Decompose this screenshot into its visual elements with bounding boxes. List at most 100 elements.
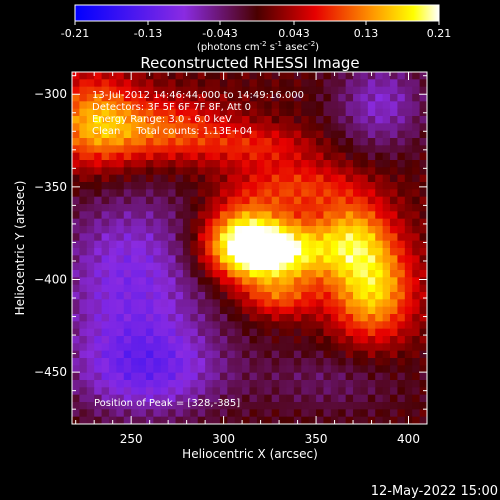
- heatmap-cell: [190, 160, 199, 168]
- heatmap-cell: [227, 211, 236, 220]
- heatmap-cell: [293, 387, 302, 396]
- heatmap-cell: [256, 196, 265, 205]
- heatmap-cell: [404, 277, 413, 286]
- heatmap-cell: [345, 226, 354, 234]
- heatmap-cell: [72, 248, 80, 256]
- heatmap-cell: [123, 211, 132, 220]
- heatmap-cell: [242, 306, 251, 315]
- heatmap-cell: [79, 94, 88, 102]
- heatmap-cell: [375, 240, 384, 249]
- heatmap-cell: [234, 365, 243, 374]
- heatmap-cell: [264, 86, 273, 95]
- heatmap-cell: [227, 189, 236, 198]
- heatmap-cell: [182, 94, 191, 102]
- heatmap-cell: [86, 94, 95, 102]
- heatmap-cell: [286, 211, 295, 220]
- heatmap-cell: [131, 174, 140, 183]
- heatmap-cell: [308, 380, 317, 388]
- heatmap-cell: [79, 321, 88, 330]
- heatmap-cell: [264, 94, 273, 102]
- heatmap-cell: [249, 328, 258, 337]
- heatmap-cell: [242, 160, 251, 168]
- heatmap-cell: [323, 380, 332, 388]
- heatmap-cell: [367, 284, 376, 293]
- heatmap-cell: [131, 160, 140, 168]
- heatmap-cell: [197, 101, 206, 110]
- heatmap-cell: [182, 189, 191, 198]
- heatmap-cell: [219, 328, 228, 337]
- heatmap-cell: [116, 160, 125, 168]
- heatmap-cell: [79, 79, 88, 88]
- heatmap-cell: [79, 314, 88, 322]
- heatmap-cell: [168, 167, 177, 176]
- heatmap-cell: [182, 372, 191, 381]
- heatmap-cell: [338, 196, 347, 205]
- heatmap-cell: [168, 218, 177, 227]
- heatmap-cell: [242, 116, 251, 124]
- heatmap-cell: [79, 152, 88, 161]
- heatmap-cell: [419, 284, 427, 293]
- heatmap-cell: [316, 174, 325, 183]
- heatmap-cell: [168, 394, 177, 403]
- heatmap-cell: [382, 365, 391, 374]
- heatmap-cell: [86, 321, 95, 330]
- heatmap-cell: [190, 380, 199, 388]
- heatmap-cell: [234, 336, 243, 344]
- heatmap-cell: [86, 380, 95, 388]
- heatmap-cell: [242, 152, 251, 161]
- heatmap-cell: [94, 138, 103, 146]
- heatmap-cell: [212, 130, 221, 139]
- heatmap-cell: [182, 138, 191, 146]
- heatmap-cell: [212, 108, 221, 117]
- heatmap-cell: [353, 343, 362, 352]
- heatmap-cell: [286, 116, 295, 124]
- heatmap-cell: [323, 72, 332, 80]
- heatmap-cell: [205, 358, 214, 366]
- heatmap-cell: [72, 350, 80, 359]
- heatmap-cell: [234, 108, 243, 117]
- heatmap-cell: [86, 387, 95, 396]
- heatmap-cell: [205, 394, 214, 403]
- heatmap-cell: [234, 145, 243, 154]
- heatmap-cell: [419, 101, 427, 110]
- heatmap-cell: [123, 226, 132, 234]
- heatmap-cell: [293, 372, 302, 381]
- heatmap-cell: [412, 372, 421, 381]
- heatmap-cell: [367, 233, 376, 242]
- heatmap-cell: [168, 138, 177, 146]
- heatmap-cell: [101, 314, 110, 322]
- heatmap-cell: [316, 284, 325, 293]
- heatmap-cell: [323, 123, 332, 132]
- heatmap-cell: [345, 182, 354, 190]
- heatmap-cell: [108, 116, 117, 124]
- heatmap-cell: [279, 108, 288, 117]
- heatmap-cell: [242, 226, 251, 234]
- heatmap-cell: [168, 204, 177, 212]
- heatmap-cell: [116, 130, 125, 139]
- heatmap-cell: [131, 233, 140, 242]
- heatmap-cell: [242, 277, 251, 286]
- heatmap-cell: [145, 255, 154, 264]
- heatmap-cell: [123, 233, 132, 242]
- heatmap-cell: [116, 255, 125, 264]
- heatmap-cell: [219, 409, 228, 418]
- heatmap-cell: [212, 101, 221, 110]
- heatmap-cell: [375, 182, 384, 190]
- heatmap-cell: [397, 299, 406, 308]
- heatmap-cell: [301, 167, 310, 176]
- heatmap-cell: [212, 72, 221, 80]
- heatmap-cell: [249, 394, 258, 403]
- heatmap-cell: [382, 284, 391, 293]
- heatmap-cell: [316, 145, 325, 154]
- heatmap-cell: [293, 284, 302, 293]
- heatmap-cell: [301, 174, 310, 183]
- heatmap-cell: [175, 336, 184, 344]
- heatmap-cell: [182, 86, 191, 95]
- heatmap-cell: [205, 248, 214, 256]
- heatmap-cell: [86, 108, 95, 117]
- heatmap-cell: [219, 116, 228, 124]
- heatmap-cell: [330, 292, 339, 300]
- heatmap-cell: [293, 160, 302, 168]
- heatmap-cell: [160, 402, 169, 410]
- heatmap-cell: [375, 174, 384, 183]
